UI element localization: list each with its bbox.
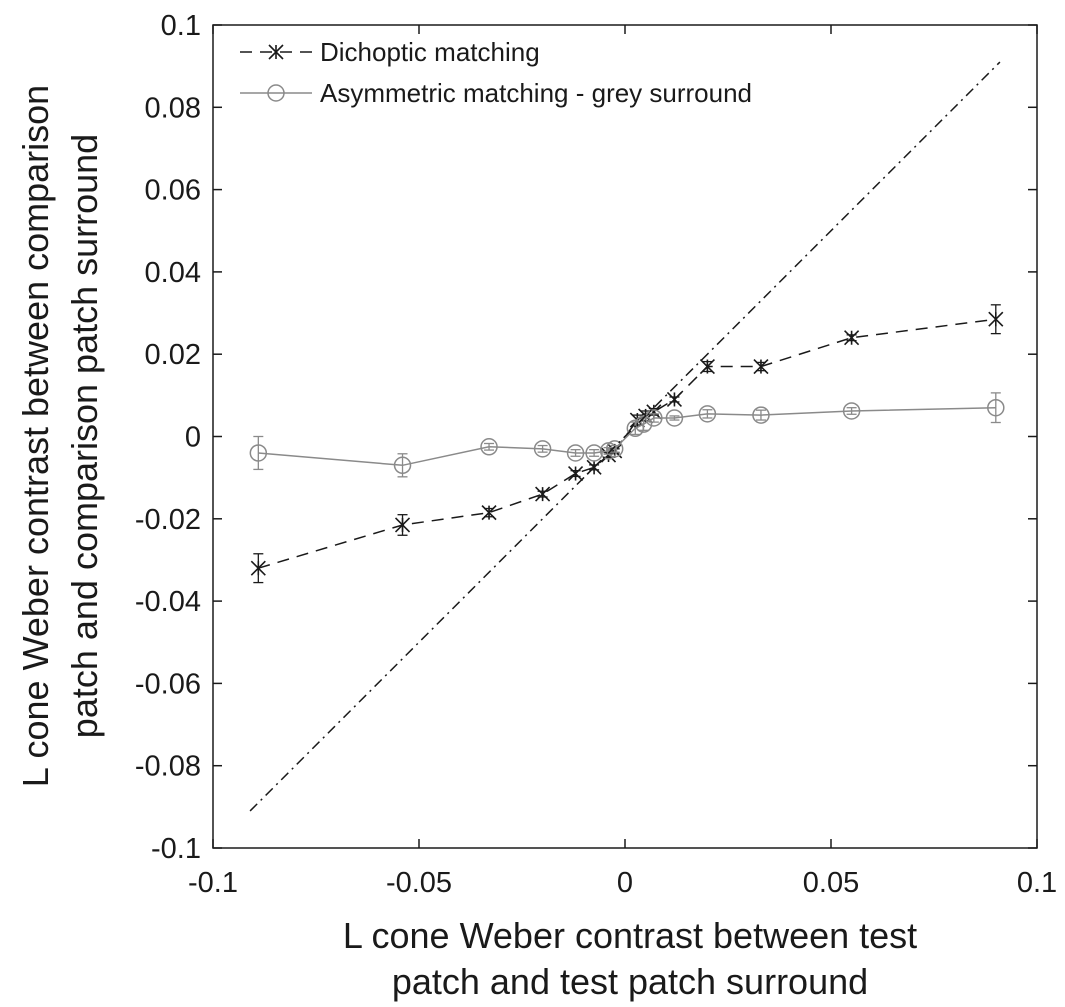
legend-label: Dichoptic matching bbox=[320, 37, 540, 67]
y-tick-label: 0.02 bbox=[145, 339, 201, 371]
marker-asterisk bbox=[699, 358, 715, 375]
marker-circle bbox=[585, 444, 603, 462]
x-tick-label: 0.1 bbox=[1017, 867, 1057, 899]
axis-ticks: -0.1 -0.05 0 0.05 0.1 -0.1 -0.08 -0.06 -0.04 -0.0… bbox=[135, 10, 1057, 899]
series-0 bbox=[250, 304, 1004, 584]
marker-circle bbox=[987, 398, 1005, 417]
error-bar bbox=[846, 407, 857, 415]
marker-circle bbox=[665, 409, 684, 427]
series-layer bbox=[249, 61, 1005, 812]
marker-asterisk bbox=[988, 311, 1004, 327]
marker-asterisk bbox=[753, 358, 769, 375]
marker-asterisk bbox=[666, 391, 683, 408]
x-axis-label: L cone Weber contrast between test bbox=[343, 915, 917, 956]
marker-circle bbox=[645, 409, 663, 427]
y-tick-label: -0.06 bbox=[135, 668, 201, 700]
legend: Dichoptic matching Asymmetric matching - … bbox=[240, 37, 752, 108]
marker-circle bbox=[634, 415, 653, 433]
x-tick-label: 0.05 bbox=[803, 867, 859, 899]
y-axis-label: patch and comparison patch surround bbox=[64, 134, 105, 738]
x-tick-label: 0 bbox=[617, 867, 633, 899]
error-bar bbox=[669, 415, 680, 421]
y-tick-label: 0.04 bbox=[145, 257, 201, 289]
error-bar bbox=[570, 449, 581, 457]
y-tick-label: 0 bbox=[185, 422, 201, 454]
marker-circle bbox=[698, 405, 717, 423]
marker-circle bbox=[533, 440, 552, 458]
series-line bbox=[258, 318, 996, 569]
y-tick-label: -0.08 bbox=[135, 751, 201, 783]
y-tick-label: -0.02 bbox=[135, 504, 201, 536]
marker-circle bbox=[626, 419, 645, 438]
marker-circle bbox=[752, 406, 770, 424]
y-axis-label: L cone Weber contrast between comparison bbox=[15, 85, 56, 787]
error-bar bbox=[253, 435, 264, 471]
marker-circle bbox=[393, 456, 412, 475]
marker-circle bbox=[566, 444, 585, 462]
legend-label: Asymmetric matching - grey surround bbox=[320, 78, 752, 108]
marker-asterisk bbox=[394, 517, 411, 533]
marker-asterisk bbox=[481, 505, 497, 521]
marker-asterisk bbox=[844, 330, 860, 346]
y-tick-label: -0.04 bbox=[135, 586, 201, 618]
marker-asterisk bbox=[535, 486, 551, 502]
axis-labels: L cone Weber contrast between test patch … bbox=[15, 85, 917, 1002]
x-axis-label: patch and test patch surround bbox=[392, 961, 868, 1002]
error-bar bbox=[589, 449, 600, 457]
marker-asterisk bbox=[268, 44, 284, 60]
marker-circle bbox=[267, 84, 285, 102]
marker-circle bbox=[480, 438, 498, 456]
x-tick-label: -0.05 bbox=[386, 867, 452, 899]
y-tick-label: 0.1 bbox=[161, 10, 201, 42]
y-tick-label: 0.06 bbox=[145, 175, 201, 207]
y-tick-label: 0.08 bbox=[145, 92, 201, 124]
marker-circle bbox=[605, 440, 624, 458]
error-bar bbox=[702, 409, 713, 419]
marker-circle bbox=[249, 444, 268, 462]
error-bar bbox=[755, 409, 766, 421]
error-bar bbox=[484, 442, 495, 451]
error-bar bbox=[648, 413, 659, 423]
marker-asterisk bbox=[250, 560, 266, 576]
marker-asterisk bbox=[567, 465, 584, 482]
error-bar bbox=[990, 392, 1001, 424]
y-tick-label: -0.1 bbox=[151, 833, 201, 865]
identity-line bbox=[249, 61, 1001, 812]
error-bar bbox=[537, 444, 548, 453]
series-2 bbox=[249, 61, 1001, 812]
series-line bbox=[258, 406, 996, 467]
x-tick-label: -0.1 bbox=[188, 867, 238, 899]
marker-circle bbox=[842, 402, 861, 420]
